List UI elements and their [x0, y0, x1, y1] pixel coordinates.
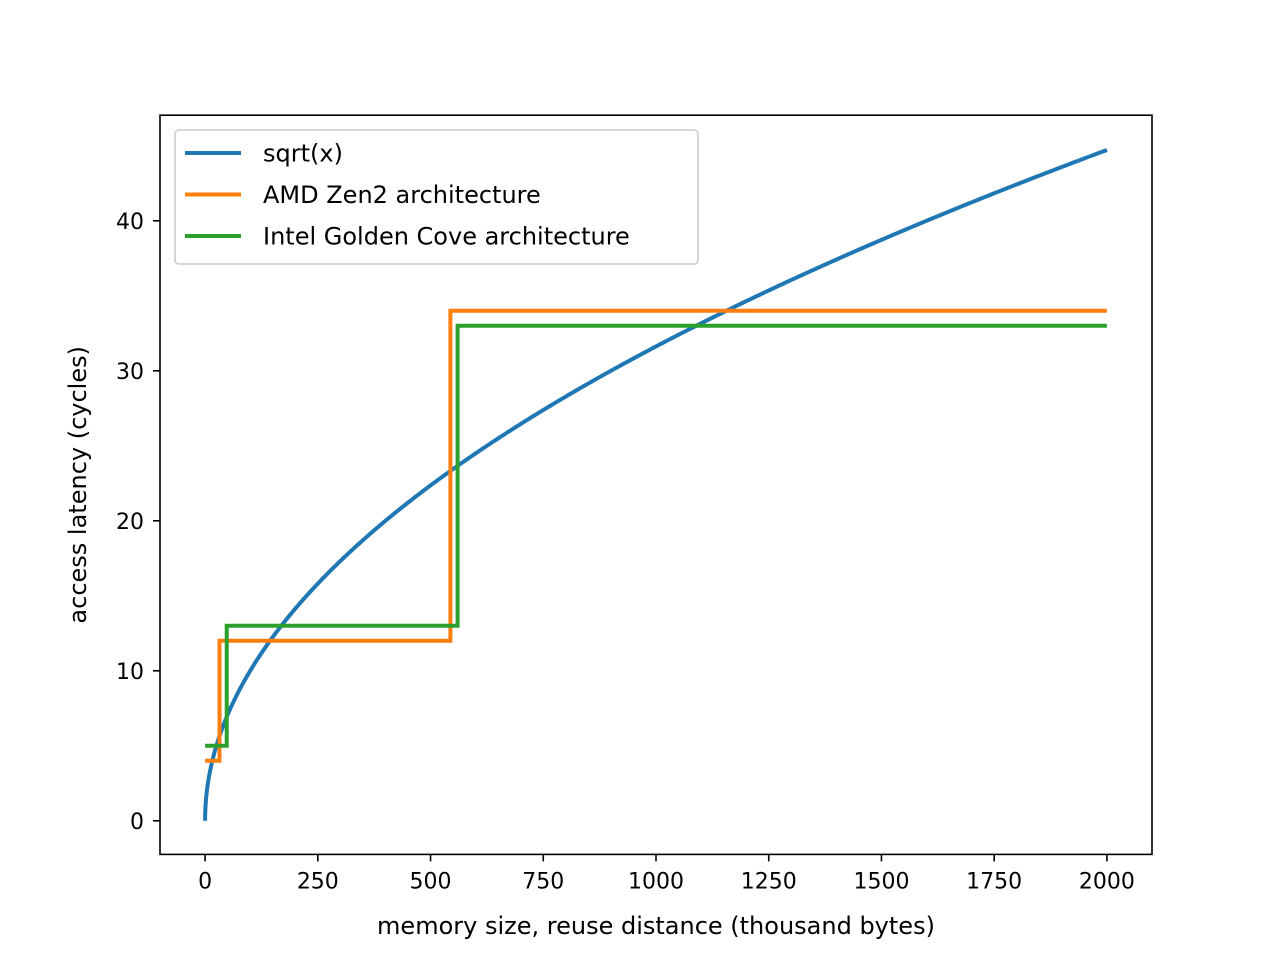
x-tick-label: 750 [522, 869, 564, 894]
y-axis-label: access latency (cycles) [64, 346, 92, 624]
x-tick-label: 500 [410, 869, 452, 894]
x-tick-label: 2000 [1079, 869, 1135, 894]
y-axis: 0 10 20 30 40 [116, 210, 160, 835]
x-tick-label: 1500 [853, 869, 909, 894]
x-tick-label: 250 [297, 869, 339, 894]
series-line-1 [205, 308, 1107, 763]
series-line-0 [203, 148, 1108, 821]
legend-entry-label: Intel Golden Cove architecture [263, 223, 630, 251]
x-tick-label: 1250 [741, 869, 797, 894]
series-line-2 [205, 323, 1107, 748]
x-tick-label: 0 [198, 869, 212, 894]
legend: sqrt(x) AMD Zen2 architecture Intel Golden… [174, 129, 699, 265]
legend-entry-label: sqrt(x) [263, 140, 343, 168]
y-tick-label: 30 [116, 360, 144, 385]
x-axis: 0 250 500 750 1000 1250 1500 1750 2000 [198, 854, 1135, 894]
y-tick-label: 20 [116, 510, 144, 535]
x-axis-label: memory size, reuse distance (thousand by… [377, 912, 935, 940]
legend-entry-label: AMD Zen2 architecture [263, 181, 541, 209]
series-layer [203, 148, 1108, 821]
y-tick-label: 10 [116, 660, 144, 685]
y-tick-label: 0 [130, 810, 144, 835]
x-tick-label: 1750 [966, 869, 1022, 894]
legend-box [174, 129, 699, 265]
y-tick-label: 40 [116, 210, 144, 235]
x-tick-label: 1000 [628, 869, 684, 894]
